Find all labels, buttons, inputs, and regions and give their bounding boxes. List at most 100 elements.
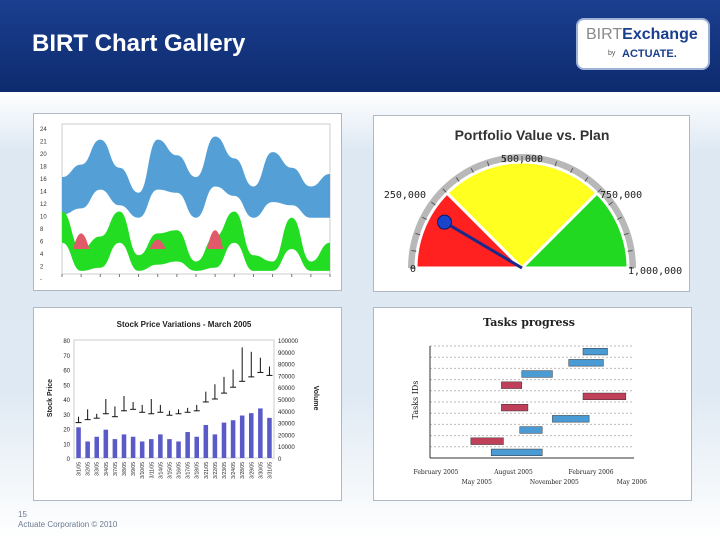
gantt-task-bar bbox=[552, 415, 590, 423]
y-tick-label: 14 bbox=[40, 190, 47, 196]
gantt-task-bar bbox=[568, 359, 604, 367]
gantt-chart-panel: Tasks progress Tasks IDs February 2005 Augu… bbox=[373, 307, 692, 501]
volume-bar bbox=[76, 427, 81, 458]
gauge-tick bbox=[623, 232, 629, 236]
area-chart: 24 21 20 18 16 14 12 10 8 6 4 2 - bbox=[40, 123, 331, 283]
x-tick-label: 3/4/05 bbox=[104, 462, 110, 476]
x-tick-label: 3/30/05 bbox=[258, 462, 264, 479]
y-tick-label: 10 bbox=[40, 215, 47, 221]
y2-tick-label: 10000 bbox=[278, 445, 295, 451]
gauge-tick bbox=[597, 188, 602, 193]
gauge-tick bbox=[431, 201, 436, 206]
gauge-tick bbox=[486, 161, 490, 167]
x-tick-label: 3/11/05 bbox=[149, 462, 155, 479]
y2-tick-label: 80000 bbox=[278, 363, 295, 369]
y-tick-label: 16 bbox=[40, 177, 47, 183]
x-tick-label: 3/14/05 bbox=[158, 462, 164, 479]
gantt-x-tick-label: May 2005 bbox=[462, 479, 492, 486]
gantt-task-bar bbox=[519, 426, 543, 434]
x-tick-label: 3/23/05 bbox=[222, 462, 228, 479]
y-tick-label: 80 bbox=[63, 339, 70, 345]
volume-bar bbox=[230, 420, 236, 458]
gantt-x-tick-label: February 2005 bbox=[414, 469, 459, 476]
gauge-tick bbox=[470, 167, 474, 173]
y-axis-label: Stock Price bbox=[47, 379, 54, 417]
x-tick-label: 3/18/05 bbox=[195, 462, 201, 479]
gauge-band bbox=[518, 190, 630, 270]
volume-bar bbox=[221, 422, 227, 458]
volume-bar bbox=[249, 413, 254, 458]
volume-bar bbox=[203, 424, 209, 458]
gauge-label: 500,000 bbox=[501, 154, 543, 165]
x-tick-label: 3/3/05 bbox=[95, 462, 101, 476]
y2-tick-label: 0 bbox=[278, 457, 282, 463]
volume-bar bbox=[176, 441, 181, 458]
y-tick-label: 6 bbox=[40, 240, 44, 246]
gauge-tick bbox=[442, 188, 447, 193]
y-tick-label: 20 bbox=[63, 428, 70, 434]
gauge-band bbox=[414, 190, 526, 270]
gantt-task-bar bbox=[582, 392, 627, 401]
y-tick-label: 0 bbox=[67, 457, 71, 463]
volume-bar bbox=[94, 436, 99, 458]
x-tick-label: 3/16/05 bbox=[177, 462, 183, 479]
logo-actuate: ACTUATE. bbox=[622, 48, 677, 60]
y2-tick-label: 20000 bbox=[278, 433, 295, 439]
gauge-tick bbox=[538, 157, 541, 163]
gauge-label: 250,000 bbox=[384, 190, 426, 201]
volume-bar bbox=[149, 439, 154, 458]
volume-bar bbox=[239, 415, 245, 458]
page-number: 15 bbox=[18, 510, 27, 519]
volume-bar bbox=[112, 439, 118, 458]
volume-bar bbox=[267, 417, 272, 458]
gauge-title: Portfolio Value vs. Plan bbox=[455, 127, 610, 143]
y2-tick-label: 90000 bbox=[278, 351, 295, 357]
area-chart-panel: 24 21 20 18 16 14 12 10 8 6 4 2 - bbox=[33, 113, 342, 291]
x-tick-label: 3/15/05 bbox=[167, 462, 173, 479]
gauge-tick bbox=[617, 216, 623, 220]
y2-tick-label: 30000 bbox=[278, 422, 295, 428]
pink-area-series-segment bbox=[149, 239, 166, 249]
x-tick-label: 3/7/05 bbox=[113, 462, 119, 476]
stock-chart: Stock Price Variations - March 2005 80 70 6… bbox=[47, 320, 319, 479]
gauge-label: 750,000 bbox=[600, 190, 642, 201]
logo-by: by bbox=[608, 50, 616, 57]
gauge-tick bbox=[584, 177, 589, 182]
blue-area-series bbox=[62, 136, 330, 218]
volume-bar bbox=[185, 432, 190, 458]
volume-bar bbox=[212, 434, 218, 458]
gauge-needle bbox=[443, 220, 523, 270]
volume-bar bbox=[158, 434, 163, 458]
y2-axis-label: Volume bbox=[312, 386, 319, 411]
gantt-task-bar bbox=[521, 370, 553, 378]
volume-bar bbox=[258, 408, 263, 458]
gauge-tick bbox=[455, 177, 460, 182]
gauge-chart-panel: Portfolio Value vs. Plan 0 250,000 500,000 7… bbox=[373, 115, 690, 292]
y-tick-label: 8 bbox=[40, 227, 44, 233]
gauge-tick bbox=[570, 167, 574, 173]
logo-wordmark: BIRTExchange bbox=[586, 26, 698, 43]
pink-area-series-segment bbox=[73, 233, 90, 249]
y-tick-label: 30 bbox=[63, 413, 70, 419]
gantt-chart: Tasks progress Tasks IDs February 2005 Augu… bbox=[411, 316, 647, 486]
x-tick-label: 3/21/05 bbox=[204, 462, 210, 479]
volume-bar bbox=[139, 441, 145, 458]
x-tick-label: 3/8/05 bbox=[122, 462, 128, 476]
y2-tick-label: 60000 bbox=[278, 386, 295, 392]
y2-tick-label: 40000 bbox=[278, 410, 295, 416]
gantt-task-bar bbox=[501, 403, 529, 412]
gauge-tick bbox=[503, 157, 506, 163]
volume-bar bbox=[121, 434, 127, 458]
gantt-x-tick-label: November 2005 bbox=[530, 479, 579, 486]
gantt-task-bar bbox=[582, 347, 608, 356]
x-tick-label: 3/10/05 bbox=[140, 462, 146, 479]
x-tick-label: 3/28/05 bbox=[240, 462, 246, 479]
x-tick-label: 3/24/05 bbox=[231, 462, 237, 479]
x-tick-label: 3/22/05 bbox=[213, 462, 219, 479]
gauge-tick bbox=[554, 161, 558, 167]
volume-bar bbox=[85, 441, 90, 458]
x-tick-label: 3/2/05 bbox=[86, 462, 92, 476]
stock-chart-panel: Stock Price Variations - March 2005 80 70 6… bbox=[33, 307, 342, 501]
volume-bar bbox=[194, 436, 199, 458]
x-tick-label: 3/29/05 bbox=[249, 462, 255, 479]
